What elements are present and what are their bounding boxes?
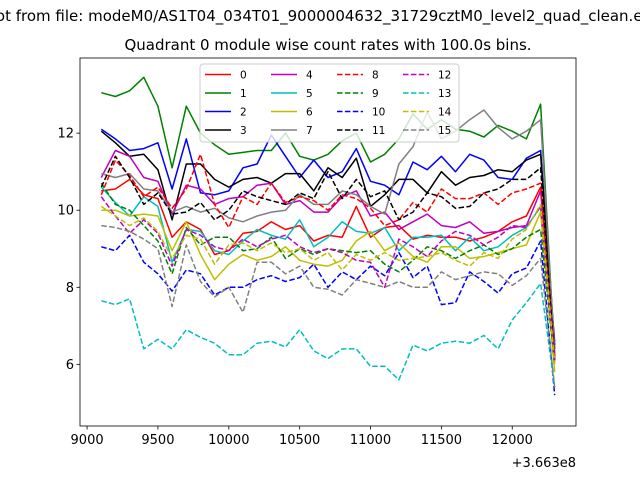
legend-label-14: 14 (438, 107, 452, 119)
legend-label-0: 0 (240, 70, 247, 82)
legend-label-10: 10 (372, 107, 385, 119)
series-line-5 (100, 186, 556, 361)
legend-label-4: 4 (306, 70, 313, 82)
chart-title: Quadrant 0 module wise count rates with … (124, 36, 531, 54)
x-tick-label: 11500 (421, 433, 462, 448)
series-line-1 (101, 76, 556, 357)
series-line-0 (101, 178, 556, 342)
legend-label-5: 5 (306, 88, 313, 100)
y-tick-label: 6 (66, 358, 74, 373)
x-tick-label: 12000 (492, 433, 533, 448)
series-line-14 (100, 203, 556, 365)
legend-box (199, 63, 460, 143)
x-tick-label: 11000 (350, 433, 391, 448)
legend-label-6: 6 (306, 107, 313, 119)
series-line-7 (101, 109, 556, 353)
series-line-9 (100, 182, 556, 365)
legend-label-9: 9 (372, 88, 379, 100)
x-tick-label: 9000 (71, 433, 104, 448)
series-line-11 (100, 155, 556, 361)
series-line-12 (100, 196, 556, 361)
legend-label-13: 13 (438, 88, 451, 100)
legend-label-3: 3 (240, 125, 247, 137)
y-tick-label: 10 (57, 204, 74, 219)
legend-label-2: 2 (240, 107, 247, 119)
series-line-4 (100, 149, 556, 357)
x-tick-label: 10000 (208, 433, 249, 448)
axis-ticks: 9000 9500 10000 10500 11000 11500 12000 6 8 10 12 (57, 127, 532, 448)
y-tick-label: 12 (57, 127, 74, 142)
plot-area (79, 57, 577, 427)
series-line-15 (101, 224, 556, 388)
x-offset-label: +3.663e8 (512, 456, 576, 471)
legend-label-11: 11 (372, 125, 385, 137)
x-tick-label: 9500 (141, 433, 174, 448)
x-tick-label: 10500 (279, 433, 320, 448)
legend-label-7: 7 (306, 125, 313, 137)
legend-label-8: 8 (372, 70, 379, 82)
series-line-8 (100, 153, 556, 357)
axes-frame (79, 57, 577, 427)
series-line-13 (101, 282, 556, 388)
series-line-2 (100, 128, 556, 346)
legend-label-12: 12 (438, 70, 451, 82)
legend-label-1: 1 (240, 88, 247, 100)
y-tick-label: 8 (66, 281, 74, 296)
figure-suptitle: Plot from file: modeM0/AS1T04_034T01_900… (0, 7, 640, 26)
legend-label-15: 15 (438, 125, 451, 137)
